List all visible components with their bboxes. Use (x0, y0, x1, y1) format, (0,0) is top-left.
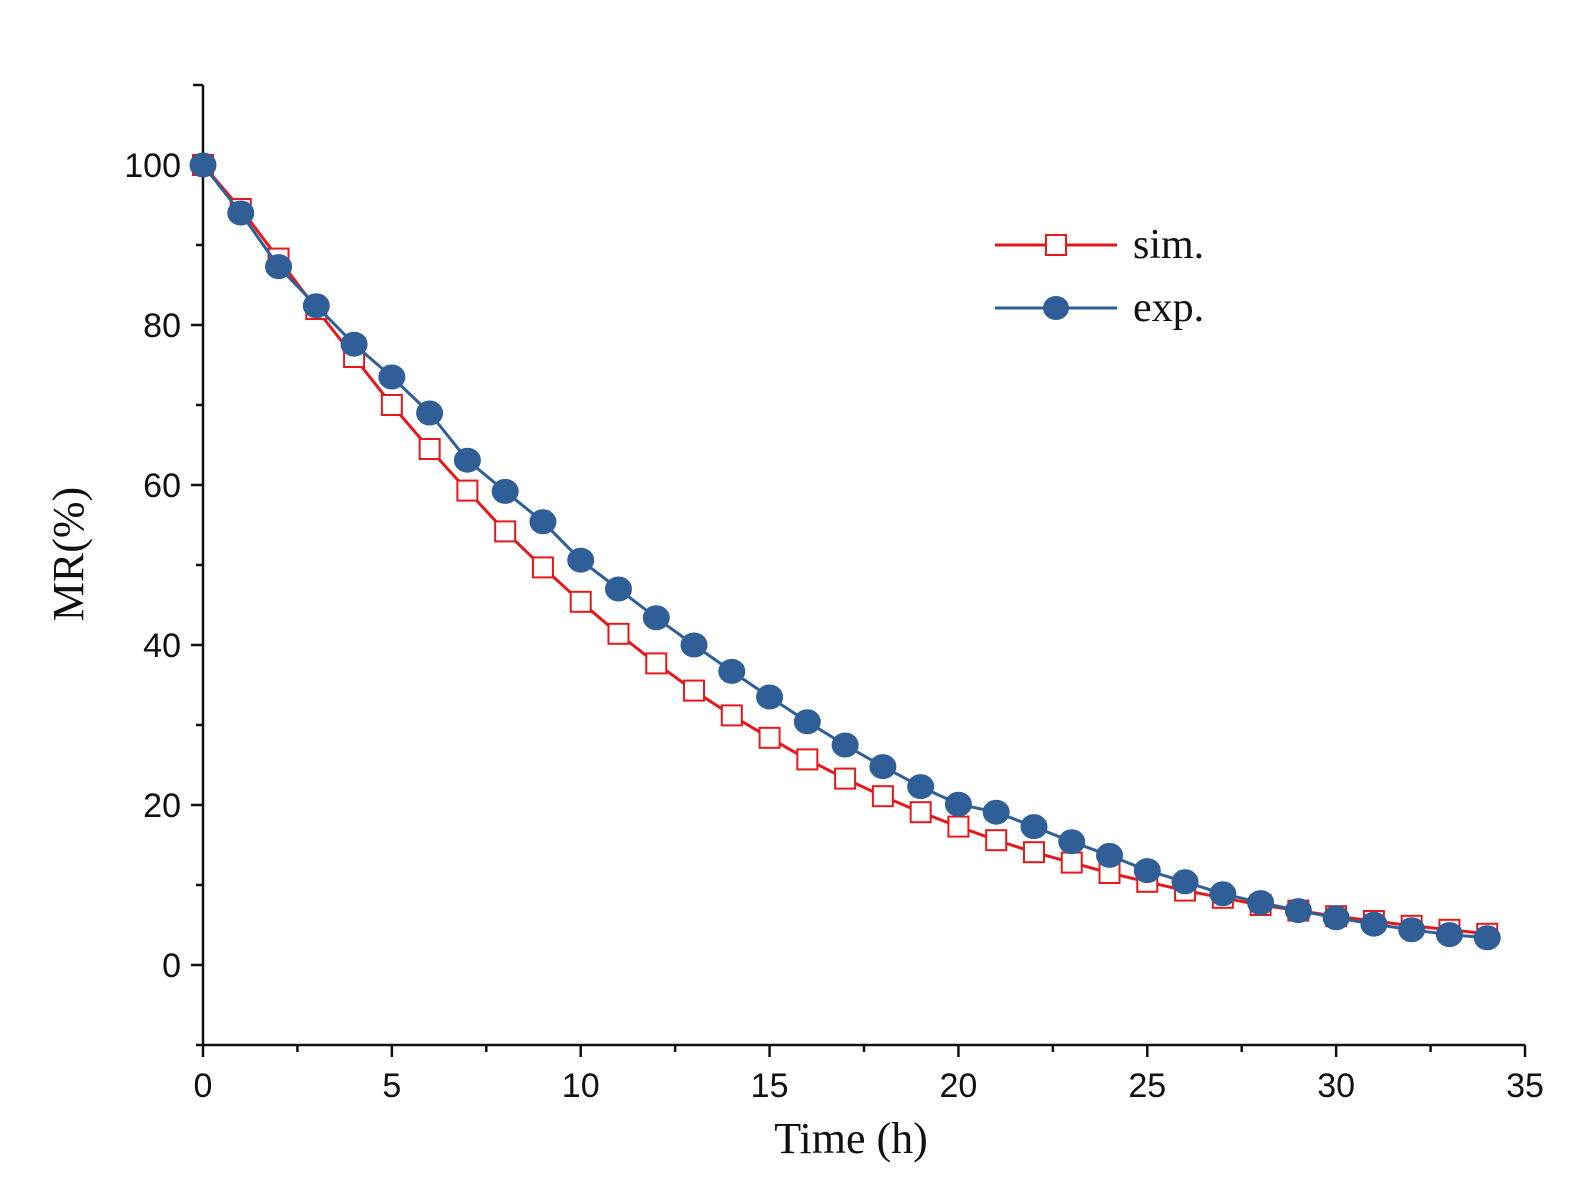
sim-point (947, 815, 970, 838)
legend-label-sim: sim. (1133, 222, 1204, 268)
sim-line (201, 164, 1488, 936)
y-axis-title: MR(%) (44, 487, 93, 621)
exp-point (907, 774, 935, 800)
exp-point (982, 799, 1010, 825)
exp-point (453, 447, 481, 473)
exp-point (567, 547, 595, 573)
exp-point (1171, 869, 1199, 895)
exp-point (1322, 905, 1350, 931)
sim-point (720, 704, 743, 727)
series-exp (189, 152, 1501, 951)
exp-point (378, 364, 406, 390)
exp-point (1209, 881, 1237, 907)
exp-point (642, 605, 670, 631)
legend-label-exp: exp. (1133, 285, 1204, 331)
exp-point (1133, 858, 1161, 884)
sim-point (1060, 851, 1083, 874)
x-tick-label: 30 (1317, 1067, 1355, 1105)
exp-point (680, 632, 708, 658)
axes: 0 5 10 15 20 25 30 35 0 20 40 60 80 100 (124, 83, 1544, 1105)
x-tick-label: 10 (562, 1067, 600, 1105)
exp-point (189, 152, 217, 178)
exp-point (944, 791, 972, 817)
exp-point (529, 509, 557, 535)
exp-point (1398, 917, 1426, 943)
sim-point (796, 748, 819, 771)
exp-point (718, 658, 746, 684)
x-tick-label: 20 (940, 1067, 978, 1105)
exp-point (604, 576, 632, 602)
exp-point (1096, 842, 1124, 868)
exp-point (1435, 922, 1463, 948)
exp-point (1473, 925, 1501, 951)
exp-point (1020, 814, 1048, 840)
sim-point (418, 438, 441, 460)
legend-marker-sim (1045, 234, 1067, 256)
x-tick-label: 25 (1128, 1067, 1166, 1105)
exp-point (302, 293, 330, 319)
sim-point (758, 726, 781, 749)
sim-point (569, 590, 592, 613)
y-tick-label: 40 (143, 627, 181, 665)
exp-point (416, 400, 444, 426)
exp-point (1360, 911, 1388, 937)
sim-point (456, 479, 479, 502)
y-tick-label: 0 (162, 947, 181, 985)
y-tick-label: 20 (143, 787, 181, 825)
exp-point (793, 709, 821, 735)
exp-point (340, 331, 368, 357)
x-tick-label: 5 (382, 1067, 401, 1105)
exp-point (869, 754, 897, 780)
exp-point (1247, 890, 1275, 916)
legend: sim. exp. (995, 222, 1204, 331)
sim-point (1022, 841, 1045, 864)
y-tick-label: 60 (143, 467, 181, 505)
exp-point (265, 254, 293, 280)
exp-line (201, 164, 1488, 940)
x-tick-label: 35 (1506, 1067, 1544, 1105)
sim-point (494, 520, 517, 543)
sim-point (607, 622, 630, 645)
legend-marker-exp (1043, 296, 1069, 320)
exp-point (756, 684, 784, 710)
exp-point (831, 732, 859, 758)
sim-point (834, 767, 857, 790)
y-tick-label: 80 (143, 307, 181, 345)
sim-point (645, 652, 668, 675)
sim-point (871, 785, 894, 808)
sim-point (683, 679, 706, 702)
x-tick-label: 15 (751, 1067, 789, 1105)
series-sim (192, 154, 1499, 945)
y-tick-label: 100 (124, 147, 181, 185)
sim-point (985, 829, 1008, 852)
exp-point (1058, 829, 1086, 855)
exp-point (491, 478, 519, 504)
exp-point (227, 200, 255, 226)
sim-point (531, 556, 554, 579)
exp-point (1284, 898, 1312, 924)
sim-point (909, 801, 932, 824)
x-axis-title: Time (h) (774, 1114, 928, 1163)
sim-point (380, 394, 403, 416)
x-tick-label: 0 (194, 1067, 213, 1105)
